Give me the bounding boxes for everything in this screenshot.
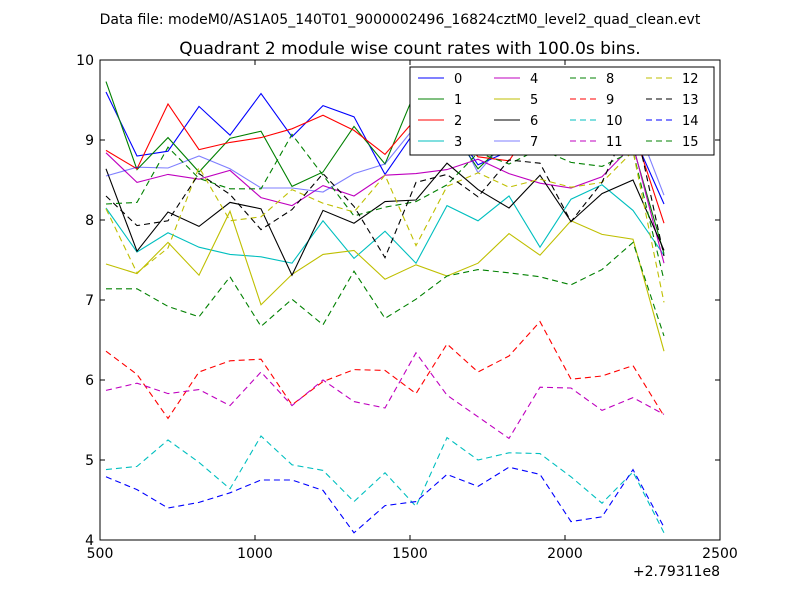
y-tick-label: 6: [85, 373, 94, 389]
legend-label-0: 0: [454, 72, 462, 87]
series-line-9: [105, 320, 665, 420]
chart-title: Quadrant 2 module wise count rates with …: [179, 39, 640, 59]
series-line-13: [105, 111, 665, 259]
plot-frame: [99, 59, 721, 541]
x-tick-label: 1000: [237, 546, 273, 562]
legend-label-3: 3: [454, 135, 462, 150]
x-tick-label: 2500: [702, 546, 738, 562]
legend-label-10: 10: [606, 114, 623, 129]
x-tick-label: 1500: [392, 546, 428, 562]
legend-box: [409, 66, 715, 156]
legend-label-4: 4: [530, 72, 538, 87]
series-line-14: [105, 466, 665, 534]
y-tick-label: 10: [76, 53, 94, 69]
x-tick-label: 2000: [547, 546, 583, 562]
y-tick-label: 9: [85, 133, 94, 149]
legend-label-15: 15: [682, 135, 699, 150]
y-tick-label: 7: [85, 293, 94, 309]
legend-label-8: 8: [606, 72, 614, 87]
series-line-8: [105, 133, 665, 281]
legend-label-6: 6: [530, 114, 538, 129]
series-line-11: [105, 351, 665, 440]
x-tick-label: 500: [87, 546, 114, 562]
legend-label-5: 5: [530, 93, 538, 108]
legend-label-13: 13: [682, 93, 699, 108]
legend-label-9: 9: [606, 93, 614, 108]
series-layer: [105, 81, 665, 534]
legend-label-14: 14: [682, 114, 699, 129]
figure-suptitle: Data file: modeM0/AS1A05_140T01_90000024…: [100, 12, 701, 28]
series-line-10: [105, 435, 665, 534]
y-tick-label: 4: [85, 533, 94, 549]
legend-label-7: 7: [530, 135, 538, 150]
y-tick-label: 5: [85, 453, 94, 469]
legend-label-2: 2: [454, 114, 462, 129]
y-tick-label: 8: [85, 213, 94, 229]
series-line-12: [105, 150, 665, 303]
legend-label-11: 11: [606, 135, 623, 150]
x-offset-label: +2.79311e8: [633, 564, 720, 580]
legend-label-1: 1: [454, 93, 462, 108]
series-line-3: [105, 184, 665, 265]
legend-label-12: 12: [682, 72, 699, 87]
